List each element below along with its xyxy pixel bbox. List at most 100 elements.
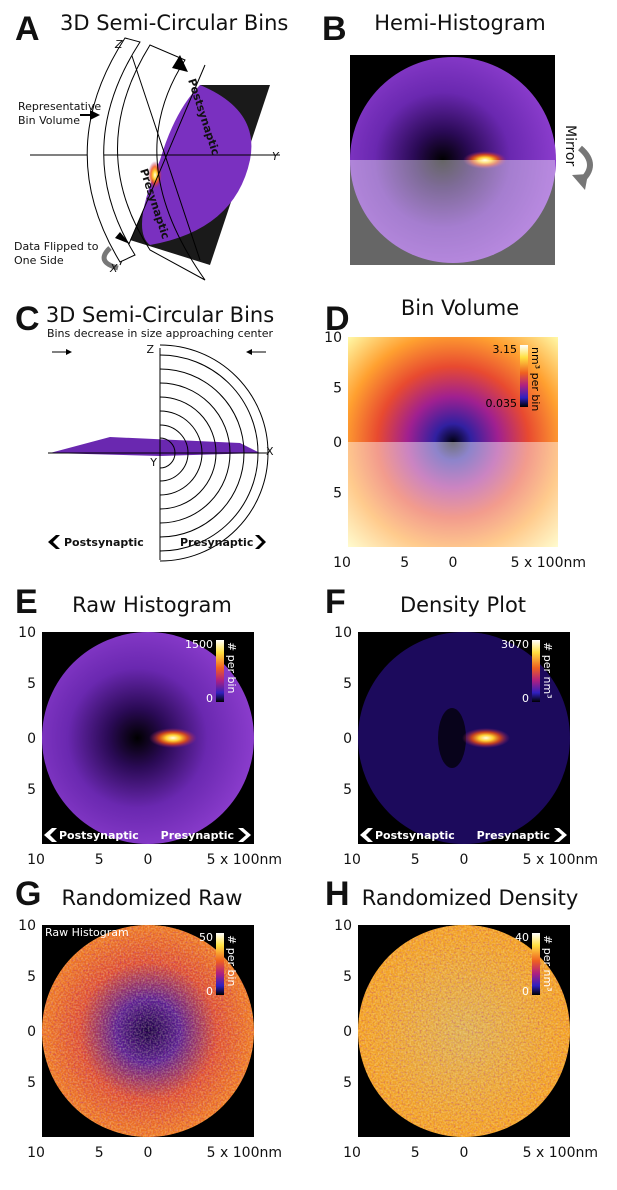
y-tick-label: 5 [27,782,36,798]
axis [119,64,206,266]
chevron [44,828,57,842]
arrow [66,349,72,355]
disk [42,632,254,844]
mirror-arrow [572,174,588,190]
panel-c-drawing [48,342,272,562]
panel-letter: B [322,10,347,48]
post-label: Postsynaptic [59,829,139,842]
chevron [172,55,188,72]
x-tick-label: 0 [144,1145,153,1161]
panel-title: Raw Histogram [72,593,232,617]
flip-label: Data Flipped to [14,240,99,253]
bin-arc [159,382,231,524]
inset-label: Raw Histogram [45,926,129,939]
flip-arrow [101,246,119,271]
pre-label: Presynaptic [477,829,550,842]
axis-label: Y [272,150,280,163]
colorbar-max: 40 [515,931,529,944]
chevron [554,828,567,842]
y-tick-label: 10 [18,918,36,934]
bin-volume [117,44,206,281]
panel-b-drawing [350,55,593,265]
colorbar-max: 1500 [185,638,213,651]
y-tick-label: 0 [333,435,342,451]
x-tick-label: 0 [460,852,469,868]
y-tick-label: 5 [343,1075,352,1091]
colorbar [532,933,540,995]
x-tick-label: 0 [449,555,458,571]
disk [350,57,556,263]
bin-arc [159,368,245,538]
mirror-label: Mirror [562,125,578,166]
panel-letter: G [15,875,41,913]
hot-spot [148,161,162,189]
bin-arc [159,424,189,482]
x-tick-label: 0 [460,1145,469,1161]
x-tick-label: 0 [144,852,153,868]
flip-label: One Side [14,254,64,267]
colorbar [520,345,528,407]
mirror-overlay [350,160,555,265]
x-tick-label: 5 x 100nm [207,1145,282,1161]
colorbar-unit: # per nm³ [541,935,554,992]
colorbar [216,640,224,702]
colorbar-min: 0 [522,692,529,705]
colorbar-min: 0 [522,985,529,998]
panel-title: Hemi-Histogram [374,11,546,35]
colorbar [216,933,224,995]
axis-label: X [266,445,274,458]
colorbar-max: 3070 [501,638,529,651]
colorbar-unit: nm³ per bin [529,347,542,411]
bin-arc [159,396,217,510]
wedge [50,437,260,456]
pre-label: Presynaptic [161,829,234,842]
y-tick-label: 10 [18,625,36,641]
x-tick-label: 5 [411,1145,420,1161]
hot-spot [463,151,507,169]
panel-letter: C [15,300,40,338]
bin-arc [159,437,176,469]
x-tick-label: 10 [343,1145,361,1161]
panel-letter: E [15,583,38,621]
colorbar-unit: # per bin [225,935,238,987]
y-tick-label: 10 [334,918,352,934]
y-tick-label: 0 [343,1024,352,1040]
x-tick-label: 5 x 100nm [523,852,598,868]
colorbar-min: 0.035 [486,397,518,410]
x-tick-label: 10 [343,852,361,868]
bin-arc [159,410,203,496]
panel-letter: F [325,583,346,621]
x-tick-label: 5 [95,852,104,868]
bin-volume [86,37,141,263]
panel-letter: A [15,10,40,48]
axis-label: Z [146,343,154,356]
colorbar-min: 0 [206,985,213,998]
x-tick-label: 5 [95,1145,104,1161]
panel-title: Bin Volume [401,296,519,320]
colorbar-max: 3.15 [493,343,518,356]
x-tick-label: 5 [400,555,409,571]
y-tick-label: 0 [343,731,352,747]
bin-arc [159,354,259,552]
panel-title: 3D Semi-Circular Bins [60,11,288,35]
y-tick-label: 5 [27,1075,36,1091]
x-tick-label: 10 [27,1145,45,1161]
colorbar [532,640,540,702]
y-tick-label: 10 [324,330,342,346]
y-tick-label: 5 [343,782,352,798]
colorbar-unit: # per nm³ [541,642,554,699]
colorbar-unit: # per bin [225,642,238,694]
y-tick-label: 0 [27,731,36,747]
chevron [255,535,266,549]
panel-a-drawing [30,37,280,281]
chevron [360,828,373,842]
y-tick-label: 5 [27,969,36,985]
note: Bins decrease in size approaching center [47,327,274,340]
axis-label: X [109,262,118,275]
x-tick-label: 10 [27,852,45,868]
post-label: Postsynaptic [375,829,455,842]
y-tick-label: 10 [334,625,352,641]
y-tick-label: 0 [27,1024,36,1040]
